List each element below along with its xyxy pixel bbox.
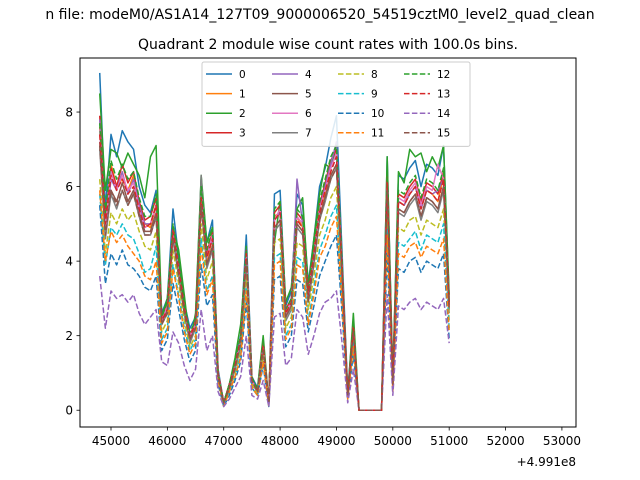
figure-suptitle: n file: modeM0/AS1A14_127T09_9000006520_… (45, 7, 594, 23)
series-line-10 (98, 205, 450, 411)
legend-label-11: 11 (371, 128, 384, 140)
legend-label-14: 14 (437, 108, 451, 120)
legend-label-5: 5 (305, 88, 312, 100)
x-tick-label: 45000 (92, 434, 130, 448)
legend-label-10: 10 (371, 108, 384, 120)
x-tick-label: 50000 (374, 434, 412, 448)
legend-label-1: 1 (239, 88, 246, 100)
legend-label-9: 9 (371, 88, 378, 100)
series-line-13 (98, 134, 450, 411)
x-tick-label: 46000 (148, 434, 186, 448)
legend-label-0: 0 (239, 69, 246, 81)
y-tick-label: 6 (65, 180, 73, 194)
legend-label-8: 8 (371, 69, 378, 81)
legend-label-15: 15 (437, 128, 450, 140)
x-tick-label: 48000 (261, 434, 299, 448)
y-tick-label: 0 (65, 404, 73, 418)
chart-title: Quadrant 2 module wise count rates with … (138, 37, 518, 53)
legend-label-4: 4 (305, 69, 312, 81)
legend-label-12: 12 (437, 69, 450, 81)
y-tick-label: 4 (65, 254, 73, 268)
series-line-15 (98, 145, 450, 411)
series-line-12 (98, 123, 450, 411)
legend-label-7: 7 (305, 128, 312, 140)
legend-label-2: 2 (239, 108, 246, 120)
x-tick-label: 47000 (205, 434, 243, 448)
legend-label-13: 13 (437, 88, 450, 100)
legend-label-3: 3 (239, 128, 246, 140)
series-layer (98, 72, 450, 411)
y-axis: 0 2 4 6 8 (65, 105, 80, 418)
x-tick-label: 53000 (543, 434, 581, 448)
legend-box (201, 61, 471, 147)
plot-frame (79, 57, 577, 428)
x-tick-label: 52000 (486, 434, 524, 448)
y-tick-label: 8 (65, 105, 73, 119)
series-line-14 (98, 275, 450, 411)
x-axis: 45000 46000 47000 48000 49000 50000 51000 52000… (92, 427, 581, 448)
x-tick-label: 49000 (317, 434, 355, 448)
legend-label-6: 6 (305, 108, 312, 120)
y-tick-label: 2 (65, 329, 73, 343)
x-tick-label: 51000 (430, 434, 468, 448)
x-offset-label: +4.991e8 (517, 455, 576, 469)
